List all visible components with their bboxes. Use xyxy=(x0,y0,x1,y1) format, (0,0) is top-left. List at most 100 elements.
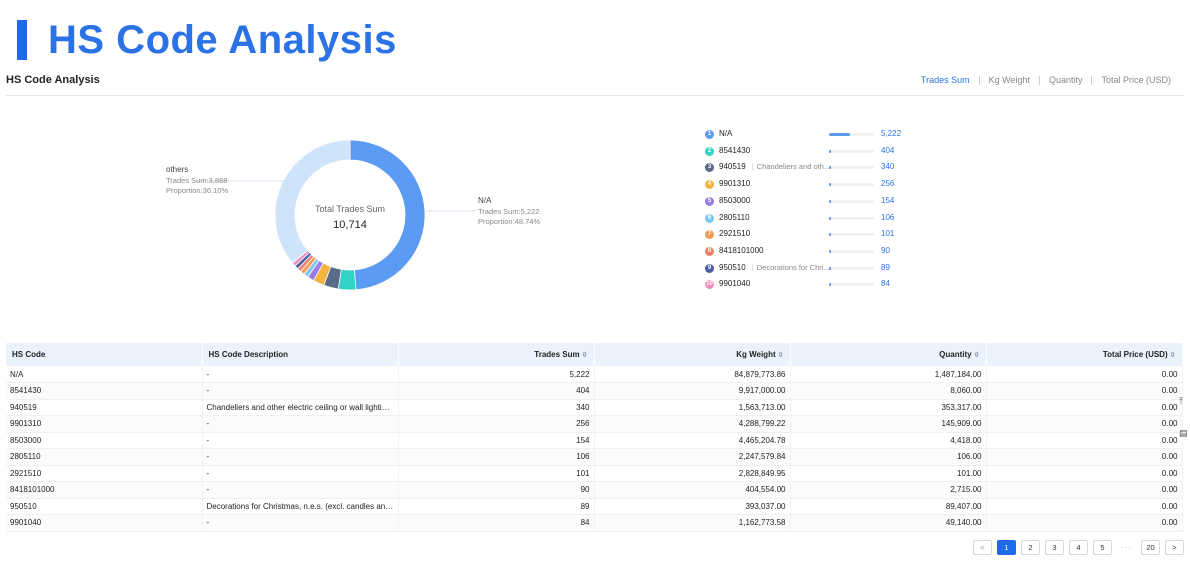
ranking-row[interactable]: 3 940519 Chandeliers and oth... 340 xyxy=(705,161,905,175)
table-row: N/A -5,222 84,879,773.86 1,487,184.00 0.00 xyxy=(6,366,1183,383)
table-row: 9901310-256 4,288,799.22 145,909.00 0.00 xyxy=(6,415,1183,433)
page-ellipsis[interactable]: ··· xyxy=(1121,543,1132,552)
cell-trades-sum: 404 xyxy=(398,382,595,400)
page-button-2[interactable]: 2 xyxy=(1021,540,1040,555)
ranking-row[interactable]: 6 2805110 106 xyxy=(705,212,905,226)
cell-hs-code: N/A xyxy=(6,366,203,383)
section-title: HS Code Analysis xyxy=(6,74,100,86)
page-button-1[interactable]: 1 xyxy=(997,540,1016,555)
page-hero: HS Code Analysis xyxy=(0,0,1190,68)
ranking-bar-track xyxy=(829,133,874,136)
ranking-hs-code: 950510 xyxy=(719,262,746,272)
ranking-row[interactable]: 10 9901040 84 xyxy=(705,278,905,292)
section-header: HS Code Analysis Trades Sum Kg Weight Qu… xyxy=(6,70,1184,96)
ranking-value: 84 xyxy=(881,279,890,289)
cell-trades-sum: 5,222 xyxy=(398,366,595,383)
page-button-4[interactable]: 4 xyxy=(1069,540,1088,555)
cell-total-price: 0.00 xyxy=(986,465,1183,482)
cell-total-price: 0.00 xyxy=(986,514,1183,532)
tab-trades-sum[interactable]: Trades Sum xyxy=(920,75,970,85)
donut-chart: others Trades Sum:3,868 Proportion:36.10… xyxy=(150,125,590,305)
tab-quantity[interactable]: Quantity xyxy=(1048,75,1083,85)
cell-trades-sum: 256 xyxy=(398,415,595,433)
prev-page-button[interactable]: < xyxy=(973,540,992,555)
cell-description: Decorations for Christmas, n.e.s. (excl.… xyxy=(202,498,399,515)
pie-slice-others[interactable] xyxy=(274,139,351,264)
cell-description: - xyxy=(202,432,399,449)
back-to-top-icon[interactable]: ⤒ xyxy=(1179,396,1183,406)
sort-icon[interactable]: ⇳ xyxy=(777,352,784,359)
next-page-button[interactable]: > xyxy=(1165,540,1184,555)
ranking-bar-fill xyxy=(829,266,831,270)
rank-badge: 7 xyxy=(705,230,714,240)
cell-kg-weight: 393,037.00 xyxy=(594,498,791,515)
cell-trades-sum: 154 xyxy=(398,432,595,449)
ranking-bar-fill xyxy=(829,249,831,253)
cell-trades-sum: 89 xyxy=(398,498,595,515)
ranking-bar-track xyxy=(829,183,874,187)
cell-quantity: 145,909.00 xyxy=(790,415,987,433)
ranking-row[interactable]: 1 N/A 5,222 xyxy=(705,128,905,142)
rank-badge: 2 xyxy=(705,146,714,156)
cell-kg-weight: 9,917,000.00 xyxy=(594,382,791,400)
cell-quantity: 1,487,184.00 xyxy=(790,366,987,383)
ranking-value: 90 xyxy=(881,245,890,255)
column-header-total-price[interactable]: Total Price (USD) ⇳ xyxy=(986,343,1183,366)
ranking-bar-fill xyxy=(829,183,831,187)
ranking-row[interactable]: 8 8418101000 90 xyxy=(705,245,905,259)
table-row: 8541430-404 9,917,000.00 8,060.00 0.00 xyxy=(6,382,1183,400)
column-header-kg-weight[interactable]: Kg Weight ⇳ xyxy=(594,343,791,366)
ranking-row[interactable]: 4 9901310 256 xyxy=(705,178,905,192)
page-button-3[interactable]: 3 xyxy=(1045,540,1064,555)
cell-quantity: 4,418.00 xyxy=(790,432,987,449)
tab-total-price[interactable]: Total Price (USD) xyxy=(1101,75,1171,85)
ranking-bar-fill xyxy=(829,166,831,170)
cell-quantity: 8,060.00 xyxy=(790,382,987,400)
cell-total-price: 0.00 xyxy=(986,366,1183,383)
ranking-row[interactable]: 9 950510 Decorations for Chri... 89 xyxy=(705,262,905,276)
cell-total-price: 0.00 xyxy=(986,399,1183,416)
cell-hs-code: 8503000 xyxy=(6,432,203,449)
table-row: 8418101000-90 404,554.00 2,715.00 0.00 xyxy=(6,481,1183,499)
callout-others-sum: Trades Sum:3,868 xyxy=(166,176,227,185)
cell-trades-sum: 84 xyxy=(398,514,595,532)
ranking-description: Chandeliers and oth... xyxy=(752,162,830,171)
ranking-bar-track xyxy=(829,216,874,220)
cell-description: - xyxy=(202,465,399,482)
ranking-bar-track xyxy=(829,149,874,153)
rank-badge: 6 xyxy=(705,213,714,223)
ranking-row[interactable]: 5 8503000 154 xyxy=(705,195,905,209)
cell-trades-sum: 90 xyxy=(398,481,595,499)
ranking-hs-code: 8503000 xyxy=(719,195,751,205)
sort-icon[interactable]: ⇳ xyxy=(973,352,980,359)
table-row: 2805110-106 2,247,579.84 106.00 0.00 xyxy=(6,448,1183,466)
hero-accent-bar xyxy=(17,20,27,60)
ranking-value: 101 xyxy=(881,229,895,239)
ranking-row[interactable]: 2 8541430 404 xyxy=(705,145,905,159)
sort-icon[interactable]: ⇳ xyxy=(1169,352,1176,359)
table-row: 2921510-101 2,828,849.95 101.00 0.00 xyxy=(6,465,1183,482)
pie-slice-n-a[interactable] xyxy=(349,139,426,291)
ranking-hs-code: 940519 xyxy=(719,162,746,172)
cell-description: - xyxy=(202,415,399,433)
cell-description: Chandeliers and other electric ceiling o… xyxy=(202,399,399,416)
feedback-icon[interactable]: ▤ xyxy=(1179,428,1188,438)
page-button-last[interactable]: 20 xyxy=(1141,540,1160,555)
ranking-bar-fill xyxy=(829,133,850,136)
sort-icon[interactable]: ⇳ xyxy=(581,352,588,359)
column-header-hs-code: HS Code xyxy=(6,343,203,366)
ranking-bar-fill xyxy=(829,216,831,220)
donut-center-label: Total Trades Sum xyxy=(315,204,385,214)
hero-title: HS Code Analysis xyxy=(48,18,397,62)
column-header-quantity[interactable]: Quantity ⇳ xyxy=(790,343,987,366)
ranking-hs-code: 9901040 xyxy=(719,279,751,289)
ranking-row[interactable]: 7 2921510 101 xyxy=(705,228,905,242)
cell-trades-sum: 340 xyxy=(398,399,595,416)
rank-badge: 8 xyxy=(705,246,714,256)
cell-trades-sum: 101 xyxy=(398,465,595,482)
tab-kg-weight[interactable]: Kg Weight xyxy=(988,75,1030,85)
cell-kg-weight: 1,563,713.00 xyxy=(594,399,791,416)
page-button-5[interactable]: 5 xyxy=(1093,540,1112,555)
cell-quantity: 353,317.00 xyxy=(790,399,987,416)
column-header-trades-sum[interactable]: Trades Sum ⇳ xyxy=(398,343,595,366)
